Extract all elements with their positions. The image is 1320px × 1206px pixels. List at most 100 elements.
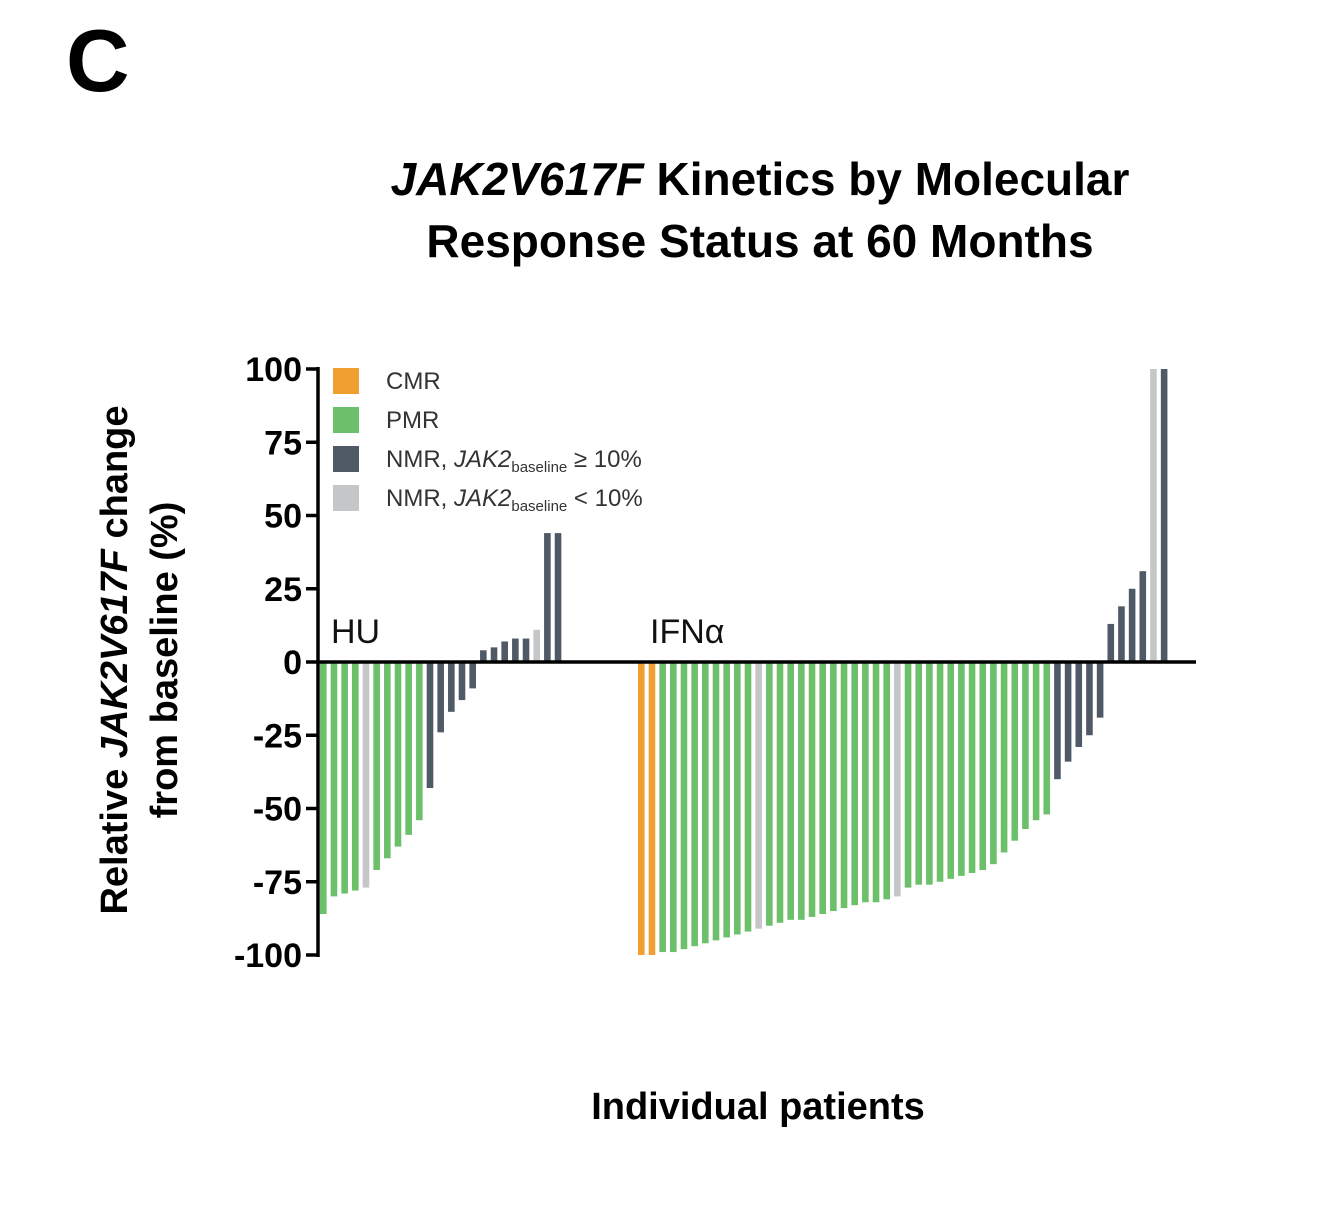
legend-swatch-cmr xyxy=(333,368,359,394)
bar-ifn-10 xyxy=(734,662,741,935)
bar-ifn-15 xyxy=(787,662,794,920)
bar-ifn-49 xyxy=(1150,369,1157,662)
bar-ifn-26 xyxy=(904,662,912,888)
legend: CMR PMR NMR, JAK2baseline ≥ 10% NMR, JAK2ba… xyxy=(333,368,643,515)
bar-ifn-31 xyxy=(958,662,965,876)
bar-ifn-45 xyxy=(1107,623,1115,662)
bar-ifn-46 xyxy=(1118,606,1125,662)
legend-label-nmr_hi: NMR, JAK2baseline ≥ 10% xyxy=(386,446,642,476)
bar-hu-6 xyxy=(373,662,380,871)
x-axis-label: Individual patients xyxy=(591,1086,925,1128)
bar-hu-5 xyxy=(362,662,370,888)
bar-ifn-9 xyxy=(723,662,730,938)
bar-ifn-3 xyxy=(659,662,666,953)
bar-ifn-34 xyxy=(990,662,997,865)
bar-hu-7 xyxy=(384,662,391,859)
bar-ifn-17 xyxy=(808,662,816,917)
bar-ifn-29 xyxy=(936,662,944,882)
bar-ifn-2 xyxy=(648,662,656,955)
bar-ifn-27 xyxy=(915,662,923,885)
bar-ifn-22 xyxy=(862,662,869,903)
bar-ifn-38 xyxy=(1032,662,1040,821)
y-tick-label--100: -100 xyxy=(234,937,302,975)
bar-hu-8 xyxy=(394,662,402,847)
bar-ifn-5 xyxy=(680,662,688,950)
bar-ifn-11 xyxy=(744,662,752,932)
bar-ifn-36 xyxy=(1011,662,1019,841)
group-label-ifn: IFNα xyxy=(650,613,724,651)
group-label-hu: HU xyxy=(331,613,380,651)
bar-ifn-24 xyxy=(883,662,891,900)
y-tick-label-25: 25 xyxy=(264,571,302,609)
bar-ifn-42 xyxy=(1075,662,1083,747)
bar-ifn-8 xyxy=(712,662,720,941)
bar-hu-20 xyxy=(522,638,530,662)
bar-hu-9 xyxy=(405,662,412,835)
y-tick-label-0: 0 xyxy=(283,644,302,682)
bar-ifn-13 xyxy=(766,662,773,926)
bar-ifn-43 xyxy=(1086,662,1093,736)
bar-hu-15 xyxy=(469,662,476,689)
bar-ifn-40 xyxy=(1054,662,1061,780)
bar-hu-4 xyxy=(352,662,359,891)
legend-label-pmr: PMR xyxy=(386,407,439,434)
bar-ifn-19 xyxy=(830,662,837,912)
bar-ifn-28 xyxy=(926,662,933,885)
bar-ifn-37 xyxy=(1022,662,1029,830)
bar-hu-21 xyxy=(533,629,540,662)
chart-title-line2: Response Status at 60 Months xyxy=(426,215,1094,267)
bar-ifn-44 xyxy=(1096,662,1104,718)
bar-hu-16 xyxy=(480,650,487,662)
bar-hu-2 xyxy=(330,662,338,897)
bar-ifn-50 xyxy=(1160,369,1168,662)
y-tick-label--75: -75 xyxy=(253,864,302,902)
y-tick-label-75: 75 xyxy=(264,424,302,462)
bar-ifn-6 xyxy=(691,662,698,947)
bar-ifn-21 xyxy=(851,662,858,906)
bar-ifn-1 xyxy=(638,662,645,955)
bar-ifn-47 xyxy=(1128,588,1136,662)
y-tick-label-50: 50 xyxy=(264,498,302,536)
bar-hu-19 xyxy=(512,638,519,662)
bar-ifn-30 xyxy=(947,662,955,879)
chart-title: JAK2V617F Kinetics by Molecular Response… xyxy=(300,148,1220,272)
axes-layer: 100 75 50 25 0 -25 -50 -75 -100 xyxy=(234,351,1196,975)
bar-ifn-7 xyxy=(702,662,709,944)
bar-hu-17 xyxy=(490,647,498,662)
bar-hu-23 xyxy=(554,533,562,662)
chart-title-gene: JAK2V617F xyxy=(390,153,644,205)
legend-label-nmr_lo: NMR, JAK2baseline < 10% xyxy=(386,485,643,515)
bar-hu-12 xyxy=(437,662,444,733)
bar-ifn-48 xyxy=(1139,571,1147,662)
bar-ifn-23 xyxy=(872,662,880,903)
bar-ifn-32 xyxy=(968,662,976,873)
bar-ifn-25 xyxy=(894,662,901,897)
bar-hu-18 xyxy=(501,641,508,662)
panel-label: C xyxy=(66,11,130,110)
legend-swatch-nmr_lo xyxy=(333,485,359,511)
bar-ifn-39 xyxy=(1043,662,1051,815)
bar-hu-3 xyxy=(341,662,348,894)
bar-ifn-4 xyxy=(670,662,677,953)
bar-ifn-35 xyxy=(1000,662,1008,853)
bars-layer xyxy=(320,369,1168,955)
legend-swatch-pmr xyxy=(333,407,359,433)
y-tick-label-100: 100 xyxy=(245,351,302,389)
bar-ifn-20 xyxy=(840,662,848,909)
legend-label-cmr: CMR xyxy=(386,368,441,395)
y-tick-label--25: -25 xyxy=(253,717,302,755)
bar-ifn-14 xyxy=(776,662,784,923)
bar-ifn-33 xyxy=(979,662,987,871)
legend-swatch-nmr_hi xyxy=(333,446,359,472)
y-tick-label--50: -50 xyxy=(253,791,302,829)
bar-hu-14 xyxy=(458,662,466,701)
bar-hu-13 xyxy=(448,662,455,712)
bar-hu-1 xyxy=(320,662,327,914)
bar-ifn-41 xyxy=(1064,662,1072,762)
bar-hu-22 xyxy=(544,533,551,662)
bar-ifn-18 xyxy=(819,662,826,914)
bar-hu-10 xyxy=(416,662,423,821)
bar-ifn-16 xyxy=(798,662,805,920)
bar-ifn-12 xyxy=(755,662,762,929)
group-labels: HU IFNα xyxy=(331,613,724,651)
